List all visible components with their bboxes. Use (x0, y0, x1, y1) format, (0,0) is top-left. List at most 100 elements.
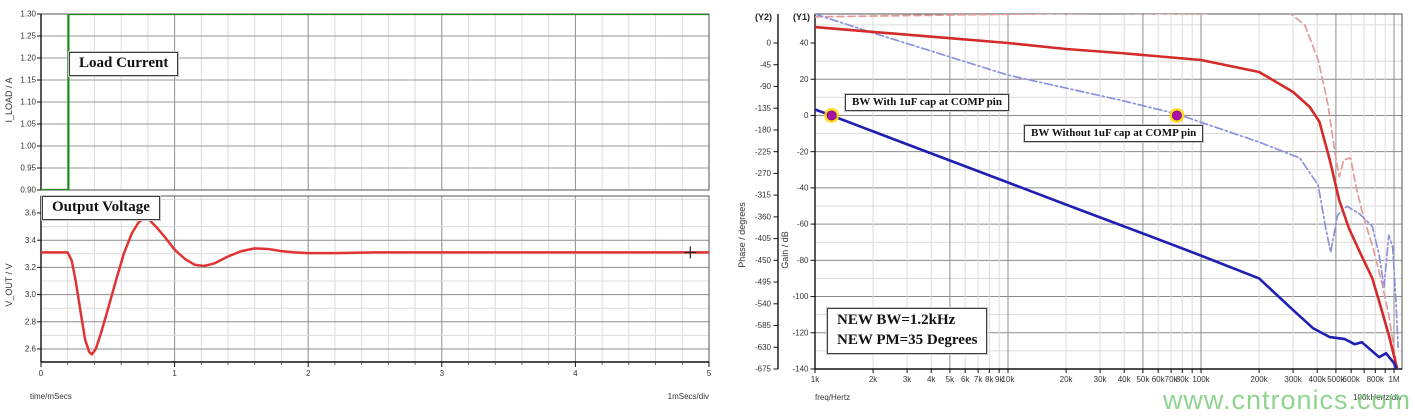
grid-lines (41, 14, 1402, 369)
phase-tick-label: -495 (755, 278, 772, 287)
gain-tick-label: -20 (797, 147, 809, 156)
x-tick-label: 0 (39, 369, 44, 378)
phase-tick-label: 0 (767, 39, 772, 48)
y-tick-label: 3.6 (25, 209, 37, 218)
y-tick-label: 2.6 (25, 345, 37, 354)
freq-tick-label: 60k (1152, 375, 1166, 384)
freq-tick-label: 1M (1388, 375, 1399, 384)
gain-tick-label: -60 (797, 220, 809, 229)
output-voltage-curve (41, 217, 709, 356)
phase-tick-label: -315 (755, 191, 772, 200)
watermark-text: www.cntronics.com (1162, 385, 1411, 415)
y-tick-label: 1.00 (20, 142, 36, 151)
freq-tick-label: 3k (903, 375, 912, 384)
phase-tick-label: -585 (755, 321, 772, 330)
x-tick-label: 5 (707, 369, 712, 378)
x-tick-label: 4 (573, 369, 578, 378)
gain-tick-label: -40 (797, 183, 809, 192)
tick-labels: 1.30 1.25 1.20 1.15 1.10 1.05 1.00 0.95 0.90 3.6 3… (20, 10, 1399, 384)
freq-tick-label: 10k (1002, 375, 1016, 384)
y-tick-label: 1.15 (20, 76, 36, 85)
phase-tick-label: -45 (759, 60, 771, 69)
freq-tick-label: 5k (946, 375, 955, 384)
freq-tick-label: 2k (869, 375, 878, 384)
y-tick-label: 2.8 (25, 317, 37, 326)
phase-tick-label: -630 (755, 343, 772, 352)
x-tick-label: 2 (306, 369, 311, 378)
time-div-label: 1mSecs/div (668, 392, 709, 401)
freq-tick-label: 70k (1165, 375, 1179, 384)
bw-with-cap-label: BW With 1uF cap at COMP pin (844, 93, 1010, 112)
x-tick-label: 1 (172, 369, 177, 378)
phase-tick-label: -90 (759, 82, 771, 91)
bw-marker-dot (1171, 110, 1182, 121)
gain-tick-label: -140 (792, 365, 809, 374)
load-current-curve (41, 14, 709, 190)
freq-div-label: 100kHertz/div (1353, 393, 1402, 402)
phase-tick-label: -450 (755, 256, 772, 265)
y-tick-label: 1.20 (20, 54, 36, 63)
time-axis-label: time/mSecs (30, 392, 72, 401)
y2-axis-tag: (Y2) (755, 12, 772, 22)
freq-tick-label: 300k (1284, 375, 1302, 384)
phase-without-1uF-cap-curve (815, 14, 1397, 361)
phase-tick-label: -270 (755, 169, 772, 178)
gain-tick-label: -120 (792, 328, 809, 337)
load-current-title: Load Current (67, 51, 180, 77)
freq-axis-label: freq/Hertz (815, 393, 850, 402)
gain-axis-label: Gain / dB (780, 231, 790, 269)
phase-with-1uF-cap-curve (815, 25, 1399, 369)
y-tick-label: 3.2 (25, 263, 37, 272)
freq-tick-label: 40k (1118, 375, 1132, 384)
output-voltage-title: Output Voltage (41, 195, 161, 221)
gain-tick-label: 20 (800, 75, 809, 84)
phase-tick-label: -540 (755, 299, 772, 308)
gain-with-1uF-cap-curve (815, 108, 1398, 369)
freq-tick-label: 50k (1136, 375, 1150, 384)
phase-tick-label: -675 (755, 365, 772, 374)
freq-tick-label: 600k (1343, 375, 1361, 384)
y-tick-label: 3.4 (25, 236, 37, 245)
bw-marker-dot (826, 110, 837, 121)
freq-tick-label: 800k (1367, 375, 1385, 384)
freq-tick-label: 30k (1094, 375, 1108, 384)
markers-and-cursor (684, 107, 1185, 259)
freq-tick-label: 100k (1192, 375, 1210, 384)
gain-tick-label: 0 (804, 111, 809, 120)
freq-tick-label: 500k (1327, 375, 1345, 384)
bw-without-cap-label: BW Without 1uF cap at COMP pin (1022, 124, 1205, 143)
vout-axis-label: V_OUT / V (4, 263, 14, 306)
freq-tick-label: 9k (995, 375, 1004, 384)
y1-axis-tag: (Y1) (793, 12, 810, 22)
y-tick-label: 1.10 (20, 98, 36, 107)
gain-tick-label: 40 (800, 39, 809, 48)
new-pm-line: NEW PM=35 Degrees (837, 331, 978, 348)
y-tick-label: 0.90 (20, 186, 36, 195)
x-tick-label: 3 (440, 369, 445, 378)
new-bw-pm-note: NEW BW=1.2kHz NEW PM=35 Degrees (825, 307, 989, 355)
freq-tick-label: 7k (974, 375, 983, 384)
freq-tick-label: 4k (927, 375, 936, 384)
freq-tick-label: 20k (1060, 375, 1074, 384)
phase-tick-label: -135 (755, 104, 772, 113)
new-bw-line: NEW BW=1.2kHz (837, 312, 956, 328)
phase-tick-label: -405 (755, 234, 772, 243)
y-tick-label: 1.30 (20, 10, 36, 19)
series-curves (41, 14, 1399, 369)
phase-tick-label: -360 (755, 212, 772, 221)
y-tick-label: 3.0 (25, 290, 37, 299)
y-tick-label: 1.25 (20, 32, 36, 41)
freq-tick-label: 1k (811, 375, 820, 384)
y-tick-label: 1.05 (20, 120, 36, 129)
freq-tick-label: 80k (1176, 375, 1190, 384)
freq-tick-label: 6k (961, 375, 970, 384)
gain-tick-label: -100 (792, 292, 809, 301)
phase-axis-label: Phase / degrees (737, 202, 747, 268)
phase-tick-label: -225 (755, 147, 772, 156)
gain-without-1uF-cap-curve (815, 14, 1399, 349)
y-tick-label: 0.95 (20, 164, 36, 173)
gain-tick-label: -80 (797, 256, 809, 265)
iload-axis-label: I_LOAD / A (4, 77, 14, 122)
